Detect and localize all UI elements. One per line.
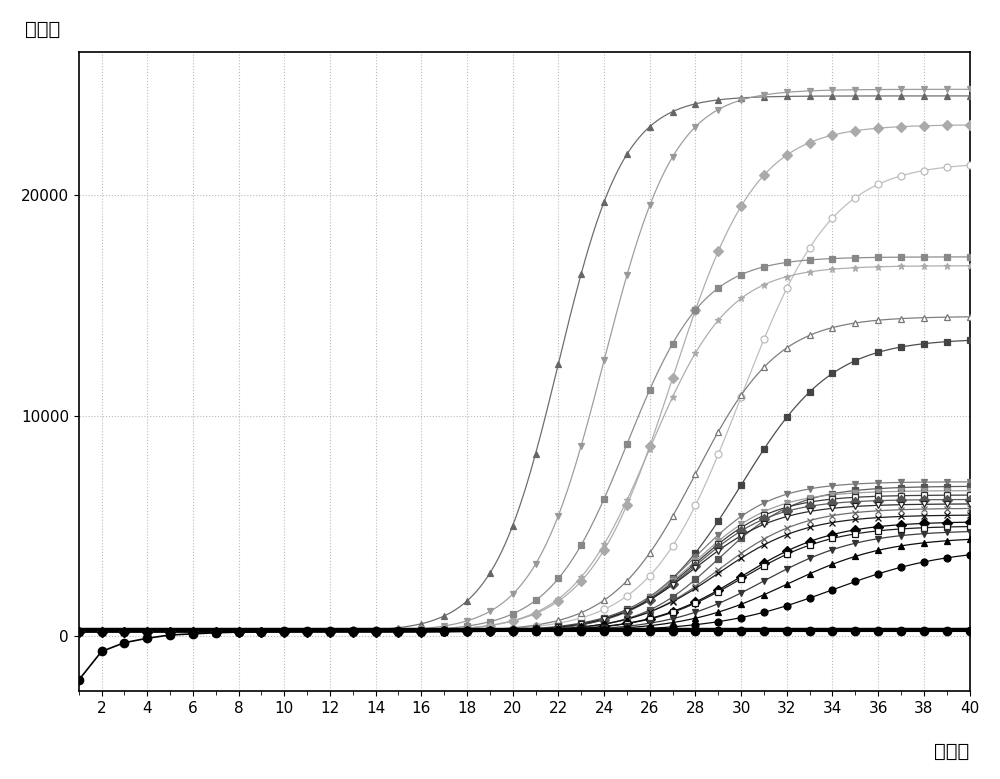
- Text: 循环数: 循环数: [934, 742, 970, 761]
- Text: 荧光值: 荧光值: [25, 20, 60, 39]
